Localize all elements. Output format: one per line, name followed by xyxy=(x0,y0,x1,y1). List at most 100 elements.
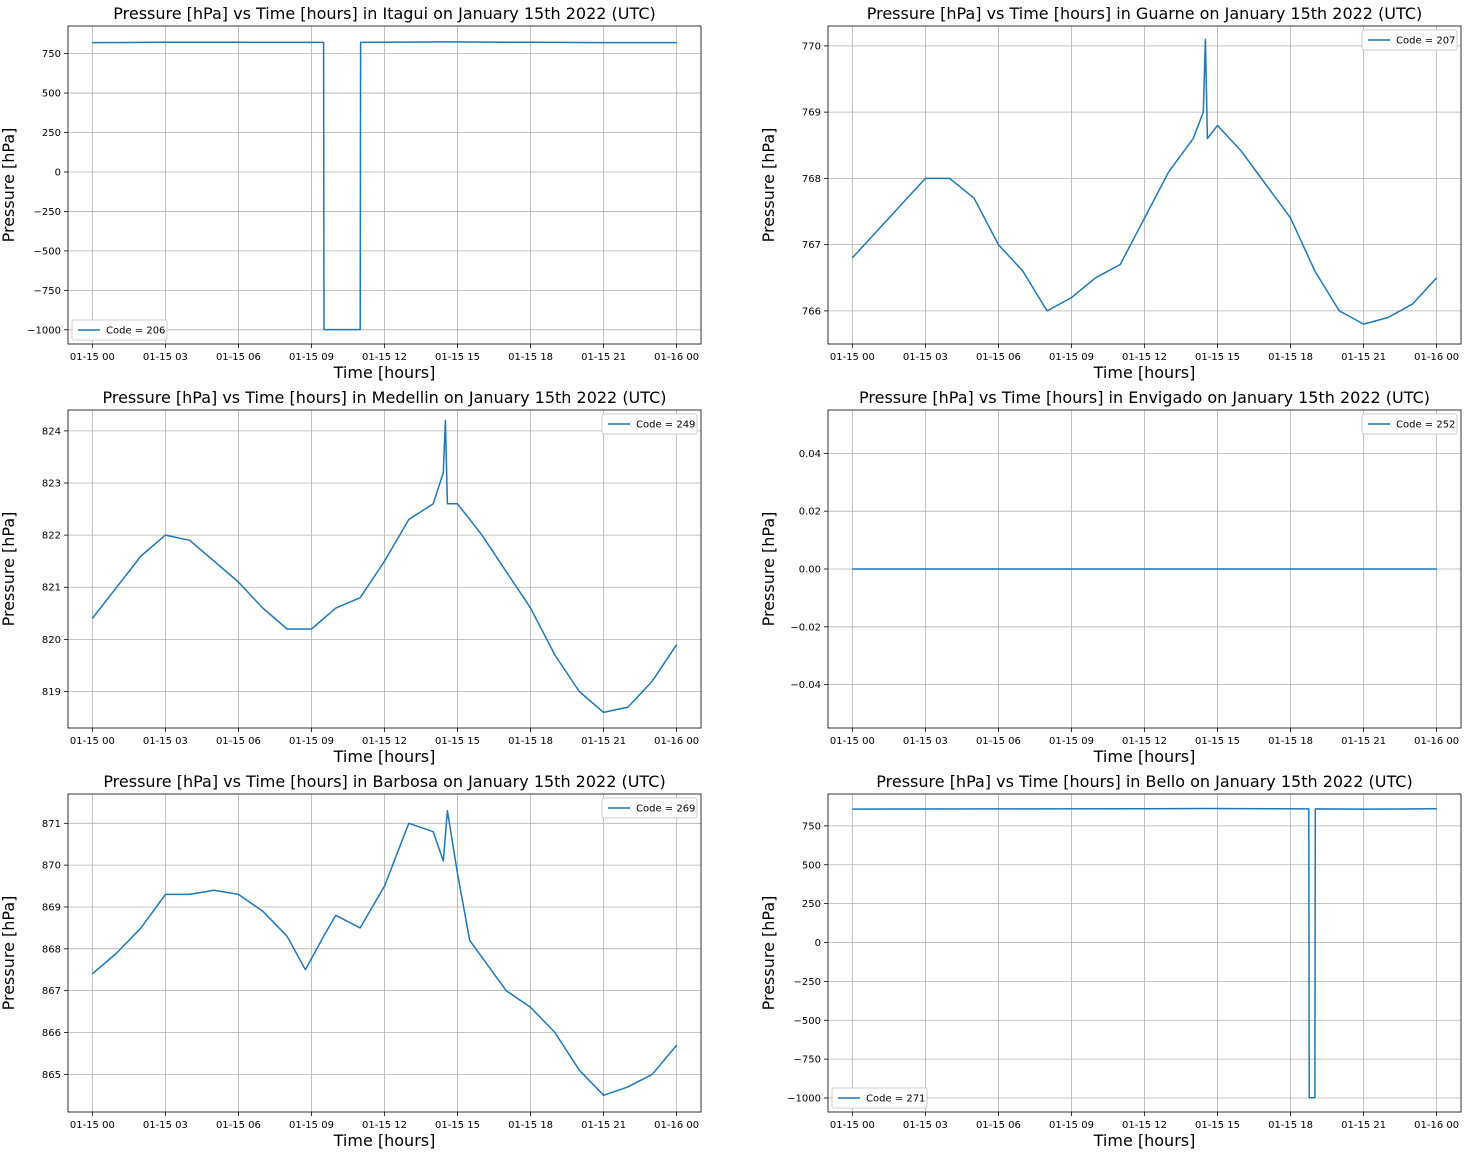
x-tick-label: 01-15 18 xyxy=(508,352,553,363)
y-tick-label: 767 xyxy=(802,240,821,251)
x-tick-label: 01-15 15 xyxy=(1195,736,1240,747)
x-tick-label: 01-15 06 xyxy=(976,736,1021,747)
x-tick-label: 01-15 18 xyxy=(1268,736,1313,747)
y-axis-label: Pressure [hPa] xyxy=(0,896,18,1011)
legend: Code = 207 xyxy=(1361,29,1458,51)
subplot-6: Pressure [hPa] vs Time [hours] in Bello … xyxy=(759,772,1462,1150)
y-tick-label: −750 xyxy=(794,1055,821,1066)
x-axis-label: Time [hours] xyxy=(333,363,436,382)
x-tick-label: 01-15 00 xyxy=(830,736,875,747)
y-tick-label: 500 xyxy=(42,89,61,100)
x-tick-label: 01-15 00 xyxy=(70,1120,115,1131)
y-tick-label: −1000 xyxy=(27,325,61,336)
legend-label: Code = 249 xyxy=(636,420,695,431)
legend: Code = 206 xyxy=(71,319,168,341)
x-tick-label: 01-15 18 xyxy=(508,1120,553,1131)
y-tick-label: 0.00 xyxy=(799,565,821,576)
y-tick-label: −1000 xyxy=(787,1094,821,1105)
subplot-3: Pressure [hPa] vs Time [hours] in Medell… xyxy=(0,388,702,766)
y-axis-label: Pressure [hPa] xyxy=(0,128,18,243)
y-tick-label: 770 xyxy=(802,41,821,52)
x-tick-label: 01-15 03 xyxy=(903,1120,948,1131)
axes-frame xyxy=(827,793,1462,1113)
y-tick-label: 822 xyxy=(42,531,61,542)
axes-frame xyxy=(827,409,1462,729)
x-axis-label: Time [hours] xyxy=(333,747,436,766)
chart-title: Pressure [hPa] vs Time [hours] in Guarne… xyxy=(867,4,1423,23)
subplot-4: Pressure [hPa] vs Time [hours] in Enviga… xyxy=(759,388,1462,766)
legend-box xyxy=(831,1087,928,1109)
axes-frame xyxy=(67,409,702,729)
x-tick-label: 01-15 18 xyxy=(1268,1120,1313,1131)
subplot-5: Pressure [hPa] vs Time [hours] in Barbos… xyxy=(0,772,702,1150)
y-tick-label: 250 xyxy=(42,128,61,139)
y-tick-label: −250 xyxy=(34,207,61,218)
y-tick-label: 0 xyxy=(815,938,821,949)
x-tick-label: 01-15 21 xyxy=(581,352,626,363)
x-tick-label: 01-15 21 xyxy=(1341,736,1386,747)
y-tick-label: −500 xyxy=(34,246,61,257)
x-tick-label: 01-15 15 xyxy=(435,352,480,363)
subplot-1: Pressure [hPa] vs Time [hours] in Itagui… xyxy=(0,4,702,382)
subplot-2: Pressure [hPa] vs Time [hours] in Guarne… xyxy=(759,4,1462,382)
legend: Code = 252 xyxy=(1361,413,1458,435)
legend-label: Code = 252 xyxy=(1396,420,1455,431)
chart-title: Pressure [hPa] vs Time [hours] in Barbos… xyxy=(103,772,665,791)
legend: Code = 271 xyxy=(831,1087,928,1109)
y-tick-label: 0.04 xyxy=(799,449,821,460)
y-tick-label: 820 xyxy=(42,635,61,646)
y-tick-label: 769 xyxy=(802,108,821,119)
x-tick-label: 01-15 12 xyxy=(362,352,407,363)
x-axis-label: Time [hours] xyxy=(1093,363,1196,382)
y-tick-label: 869 xyxy=(42,902,61,913)
y-tick-label: 0 xyxy=(55,167,61,178)
legend-label: Code = 269 xyxy=(636,804,695,815)
y-axis-label: Pressure [hPa] xyxy=(0,512,18,627)
y-tick-label: 250 xyxy=(802,899,821,910)
axes-frame xyxy=(827,25,1462,345)
x-tick-label: 01-15 12 xyxy=(362,1120,407,1131)
y-axis-label: Pressure [hPa] xyxy=(759,512,778,627)
y-axis-label: Pressure [hPa] xyxy=(759,128,778,243)
y-tick-label: 821 xyxy=(42,583,61,594)
series-line xyxy=(852,807,1437,1099)
y-tick-label: 867 xyxy=(42,986,61,997)
legend-box xyxy=(1361,29,1458,51)
x-tick-label: 01-15 06 xyxy=(216,1120,261,1131)
x-tick-label: 01-15 21 xyxy=(581,1120,626,1131)
legend-label: Code = 206 xyxy=(106,326,165,337)
legend: Code = 269 xyxy=(601,797,698,819)
x-tick-label: 01-16 00 xyxy=(654,736,699,747)
x-axis-label: Time [hours] xyxy=(333,1131,436,1150)
y-tick-label: 865 xyxy=(42,1070,61,1081)
series-line xyxy=(91,809,678,1097)
y-tick-label: −500 xyxy=(794,1016,821,1027)
x-tick-label: 01-16 00 xyxy=(654,1120,699,1131)
x-tick-label: 01-15 18 xyxy=(508,736,553,747)
y-tick-label: 768 xyxy=(802,174,821,185)
x-tick-label: 01-16 00 xyxy=(1414,1120,1459,1131)
x-tick-label: 01-16 00 xyxy=(654,352,699,363)
x-tick-label: 01-15 09 xyxy=(289,1120,334,1131)
x-tick-label: 01-15 00 xyxy=(70,352,115,363)
x-tick-label: 01-15 18 xyxy=(1268,352,1313,363)
x-tick-label: 01-15 06 xyxy=(216,736,261,747)
chart-title: Pressure [hPa] vs Time [hours] in Bello … xyxy=(876,772,1412,791)
x-tick-label: 01-15 03 xyxy=(903,736,948,747)
y-tick-label: −250 xyxy=(794,977,821,988)
x-tick-label: 01-15 15 xyxy=(435,736,480,747)
x-tick-label: 01-15 12 xyxy=(1122,352,1167,363)
axes-frame xyxy=(67,25,702,345)
x-tick-label: 01-15 09 xyxy=(1049,352,1094,363)
y-tick-label: −0.04 xyxy=(790,680,821,691)
x-tick-label: 01-15 06 xyxy=(976,352,1021,363)
x-tick-label: 01-15 15 xyxy=(435,1120,480,1131)
y-tick-label: 766 xyxy=(802,306,821,317)
x-tick-label: 01-15 21 xyxy=(1341,1120,1386,1131)
series-line xyxy=(92,41,677,331)
x-tick-label: 01-15 00 xyxy=(830,1120,875,1131)
x-axis-label: Time [hours] xyxy=(1093,1131,1196,1150)
x-tick-label: 01-15 09 xyxy=(1049,736,1094,747)
x-tick-label: 01-15 03 xyxy=(143,736,188,747)
y-tick-label: 866 xyxy=(42,1028,61,1039)
